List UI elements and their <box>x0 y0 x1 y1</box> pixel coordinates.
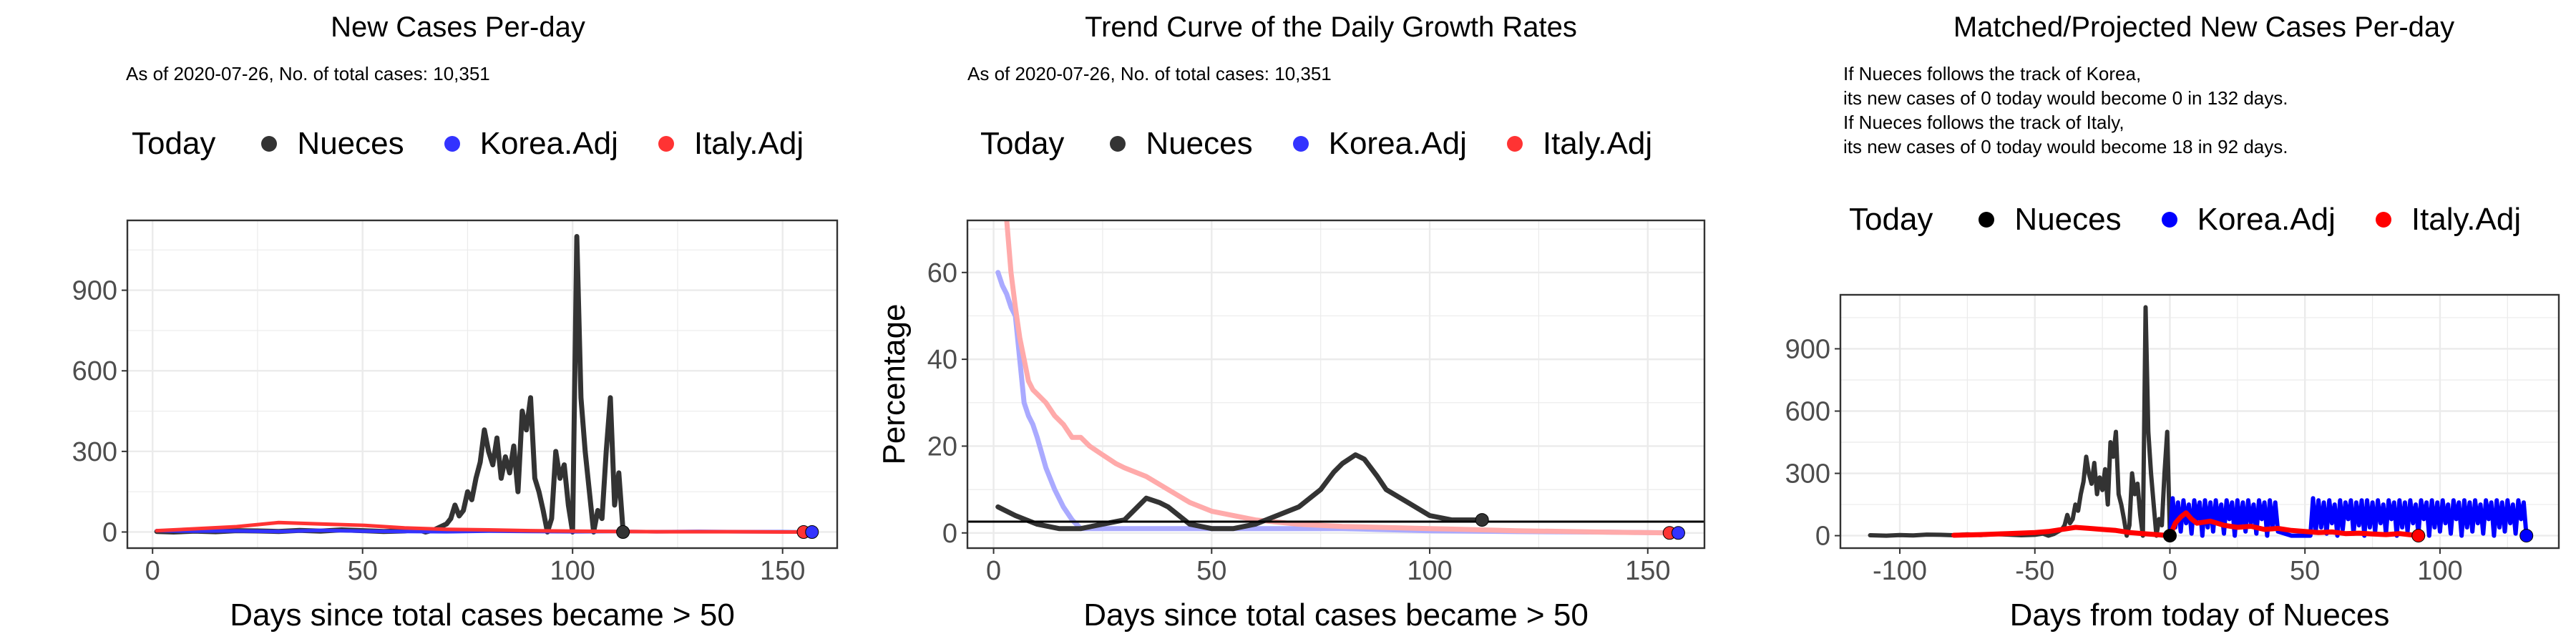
legend-label-italy: Italy.Adj <box>2411 202 2522 237</box>
legend-title: Today <box>1849 202 1933 237</box>
end-point-nueces <box>1475 513 1489 527</box>
series-group <box>154 234 814 535</box>
legend-key-italy <box>1506 136 1523 152</box>
legend-label-italy: Italy.Adj <box>1542 126 1653 161</box>
x-tick-label: 0 <box>2162 556 2177 586</box>
y-tick-label: 300 <box>72 437 117 467</box>
series-group <box>995 220 1681 536</box>
end-point-nueces <box>2162 529 2177 543</box>
y-tick-label: 60 <box>927 258 957 288</box>
chart-title: New Cases Per-day <box>331 11 585 43</box>
x-axis-label: Days since total cases became > 50 <box>230 597 735 633</box>
x-tick-label: 100 <box>550 556 595 586</box>
x-tick-label: 50 <box>2290 556 2320 586</box>
legend-key-korea <box>1292 136 1309 152</box>
y-tick-label: 0 <box>1815 522 1830 552</box>
legend-label-korea: Korea.Adj <box>1328 126 1467 161</box>
chart-subtitle: As of 2020-07-26, No. of total cases: 10… <box>967 63 1332 84</box>
end-point-korea-adj <box>805 525 819 539</box>
projection-note-line: If Nueces follows the track of Italy, <box>1843 112 2124 133</box>
projection-note-line: If Nueces follows the track of Korea, <box>1843 63 2142 84</box>
legend-label-nueces: Nueces <box>1146 126 1253 161</box>
legend-key-korea <box>444 136 460 152</box>
x-tick-label: 100 <box>1407 556 1452 586</box>
series-line-nueces <box>1868 305 2172 538</box>
x-tick-label: -50 <box>2015 556 2054 586</box>
x-tick-label: 150 <box>760 556 805 586</box>
legend-key-nueces <box>1979 212 1995 228</box>
y-axis-label: Percentage <box>877 303 912 464</box>
legend-label-nueces: Nueces <box>2014 202 2122 237</box>
x-tick-label: 0 <box>145 556 160 586</box>
end-point-korea-adj <box>2519 529 2534 543</box>
x-axis-label: Days since total cases became > 50 <box>1083 597 1589 633</box>
series-line-nueces <box>995 452 1485 532</box>
y-tick-label: 600 <box>1785 396 1830 426</box>
legend-key-italy <box>658 136 674 152</box>
series-group <box>1868 305 2529 539</box>
chart-plot-new-cases: 0 50 100 150 0 300 600 900 Days since total case… <box>72 219 839 633</box>
projection-note-line: its new cases of 0 today would become 18… <box>1843 136 2288 157</box>
chart-panel-new-cases: New Cases Per-day As of 2020-07-26, No. … <box>0 0 859 644</box>
y-tick-label: 40 <box>927 345 957 375</box>
chart-legend: Today Nueces Korea.Adj Italy.Adj <box>132 126 829 162</box>
legend-key-nueces <box>1110 136 1126 152</box>
projection-note: If Nueces follows the track of Korea, it… <box>1843 62 2288 159</box>
legend-title: Today <box>980 126 1065 161</box>
legend-label-nueces: Nueces <box>297 126 404 161</box>
chart-legend: Today Nueces Korea.Adj Italy.Adj <box>980 126 1678 162</box>
plot-border <box>1839 293 2560 550</box>
x-axis-label: Days from today of Nueces <box>2010 597 2390 633</box>
legend-key-korea <box>2161 212 2177 228</box>
y-tick-label: 300 <box>1785 459 1830 489</box>
x-tick-label: 150 <box>1625 556 1670 586</box>
chart-plot-growth-rates: 0 50 100 150 0 20 40 60 Days since total cases b… <box>877 219 1706 633</box>
x-tick-label: -100 <box>1873 556 1927 586</box>
series-line-korea-adj <box>2167 496 2529 538</box>
end-point-korea-adj <box>1671 526 1685 540</box>
chart-legend: Today Nueces Korea.Adj Italy.Adj <box>1849 202 2547 238</box>
legend-key-italy <box>2375 212 2391 228</box>
legend-label-korea: Korea.Adj <box>2197 202 2336 237</box>
y-tick-label: 900 <box>72 276 117 306</box>
chart-title: Matched/Projected New Cases Per-day <box>1953 11 2455 43</box>
plot-border <box>966 219 1706 550</box>
end-point-nueces <box>616 525 630 539</box>
chart-panel-growth-rates: Trend Curve of the Daily Growth Rates As… <box>859 0 1717 644</box>
end-point-italy-adj <box>2411 529 2426 543</box>
x-tick-label: 50 <box>348 556 378 586</box>
chart-plot-projected: -100 -50 0 50 100 0 300 600 900 Days from today o… <box>1785 293 2560 633</box>
series-line-nueces <box>154 234 626 535</box>
plot-border <box>126 219 839 550</box>
y-tick-label: 0 <box>942 519 957 549</box>
y-tick-label: 600 <box>72 356 117 386</box>
x-tick-label: 100 <box>2417 556 2462 586</box>
legend-label-korea: Korea.Adj <box>479 126 618 161</box>
series-line-italy-adj <box>1951 510 2421 539</box>
chart-panel-projected: Matched/Projected New Cases Per-day If N… <box>1717 0 2576 644</box>
legend-label-italy: Italy.Adj <box>693 126 804 161</box>
legend-title: Today <box>132 126 216 161</box>
x-tick-label: 0 <box>986 556 1001 586</box>
y-tick-label: 900 <box>1785 334 1830 364</box>
chart-subtitle: As of 2020-07-26, No. of total cases: 10… <box>126 63 490 84</box>
series-line-italy-adj <box>1004 220 1672 536</box>
projection-note-line: its new cases of 0 today would become 0 … <box>1843 87 2288 109</box>
y-tick-label: 20 <box>927 431 957 462</box>
series-line-italy-adj <box>155 520 806 534</box>
y-tick-label: 0 <box>102 517 117 547</box>
x-tick-label: 50 <box>1196 556 1226 586</box>
chart-title: Trend Curve of the Daily Growth Rates <box>1085 11 1577 43</box>
legend-key-nueces <box>261 136 278 152</box>
